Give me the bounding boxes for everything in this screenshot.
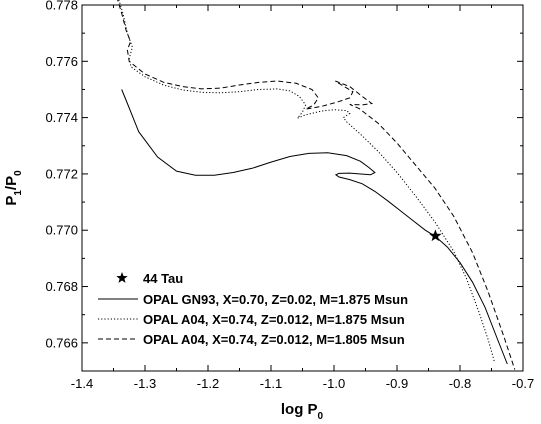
y-tick-label: 0.772 <box>45 166 78 181</box>
y-tick-label: 0.776 <box>45 54 78 69</box>
y-tick-label: 0.778 <box>45 0 78 13</box>
legend-label-2: OPAL A04, X=0.74, Z=0.012, M=1.875 Msun <box>143 312 405 327</box>
y-axis-title-p0-sub: 0 <box>13 170 24 176</box>
y-tick-label: 0.766 <box>45 335 78 350</box>
x-tick-label: -1.3 <box>134 376 156 391</box>
y-axis-title-p1-sub: 1 <box>13 190 24 196</box>
x-tick-label: -1.0 <box>323 376 345 391</box>
series-line-3 <box>117 0 516 370</box>
y-tick-label: 0.774 <box>45 110 78 125</box>
x-tick-label: -1.2 <box>197 376 219 391</box>
ticks-layer: -1.4 -1.3 -1.2 -1.1 -1.0 -0.9 -0.8 -0.7 0.766 0.7… <box>45 0 534 391</box>
legend-label-1: OPAL GN93, X=0.70, Z=0.02, M=1.875 Msun <box>143 292 408 307</box>
legend-label-3: OPAL A04, X=0.74, Z=0.012, M=1.805 Msun <box>143 332 405 347</box>
x-axis-title-main: log P <box>281 401 318 418</box>
y-axis-title-p1: P <box>3 196 20 206</box>
x-tick-label: -1.4 <box>71 376 93 391</box>
series-line-2 <box>118 0 496 363</box>
series-layer <box>117 0 516 370</box>
legend-layer: 44 Tau OPAL GN93, X=0.70, Z=0.02, M=1.875… <box>98 271 408 347</box>
x-axis-title: log P0 <box>281 401 324 422</box>
x-tick-label: -1.1 <box>260 376 282 391</box>
y-axis-title-slash: /P <box>3 176 20 190</box>
x-tick-label: -0.7 <box>512 376 534 391</box>
x-tick-label: -0.8 <box>449 376 471 391</box>
y-tick-label: 0.770 <box>45 223 78 238</box>
legend-star-marker <box>116 272 128 283</box>
y-axis-title: P1/P0 <box>3 170 24 206</box>
x-axis-title-sub: 0 <box>318 411 324 422</box>
star-44-tau <box>429 229 442 242</box>
x-tick-label: -0.9 <box>386 376 408 391</box>
legend-label-44-tau: 44 Tau <box>143 271 183 286</box>
y-tick-label: 0.768 <box>45 279 78 294</box>
